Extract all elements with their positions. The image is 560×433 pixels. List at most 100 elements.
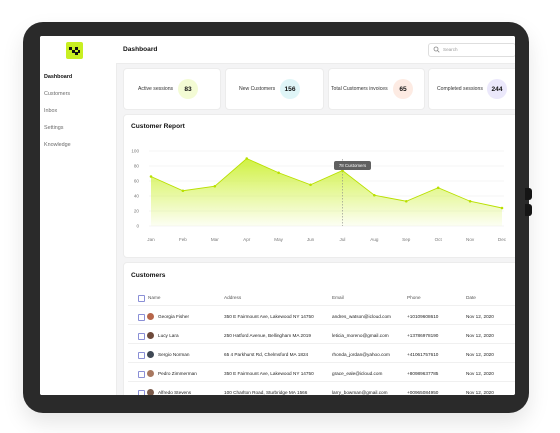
logo-icon — [69, 47, 80, 55]
chart-point — [181, 189, 185, 193]
report-title: Customer Report — [131, 123, 185, 130]
customer-email: andres_watson@icloud.com — [332, 314, 391, 319]
customer-phone: +41061757610 — [407, 352, 439, 357]
y-tick-label: 100 — [131, 149, 139, 154]
column-header-phone[interactable]: Phone — [407, 295, 421, 300]
x-tick-label: May — [274, 237, 283, 242]
customer-date: Nov 12, 2020 — [466, 333, 494, 338]
stat-card-new-customers: New Customers 156 — [225, 68, 324, 110]
x-tick-label: Jul — [340, 237, 346, 242]
header-divider — [128, 305, 515, 306]
row-divider — [128, 343, 515, 344]
column-header-date[interactable]: Date — [466, 295, 476, 300]
search-box[interactable] — [428, 43, 515, 57]
search-input[interactable] — [443, 45, 509, 54]
row-checkbox[interactable] — [138, 352, 145, 359]
chart-point — [436, 186, 440, 190]
chart-point — [468, 199, 472, 203]
x-tick-label: Feb — [179, 237, 187, 242]
chart-point — [277, 171, 280, 175]
row-checkbox[interactable] — [138, 371, 145, 378]
customer-date: Nov 12, 2020 — [466, 390, 494, 395]
stat-label: Active sessions — [138, 86, 174, 92]
stat-value: 244 — [487, 79, 507, 99]
x-tick-label: Mar — [211, 237, 219, 242]
search-icon — [433, 46, 440, 53]
avatar — [147, 389, 154, 395]
customer-name: Pedro Zimmerman — [158, 371, 197, 376]
stat-label: New Customers — [239, 86, 276, 92]
customer-phone: +80989637785 — [407, 371, 439, 376]
sidebar-item-settings[interactable]: Settings — [44, 125, 64, 131]
customer-address: 250 Hatford Avenue, Bellingham MA 2019 — [224, 333, 311, 338]
customers-panel: Customers Name Address Email Phone Date … — [123, 262, 515, 395]
chart-point — [500, 206, 504, 210]
customer-address: 65 4 Parkhurst Rd, Chelmsford MA 1824 — [224, 352, 309, 357]
x-tick-label: Sep — [402, 237, 411, 242]
tablet-side-button — [525, 204, 532, 216]
y-tick-label: 60 — [134, 179, 140, 184]
customer-name: Sergio Norman — [158, 352, 190, 357]
customer-email: rhonda_jordan@yahoo.com — [332, 352, 390, 357]
chart-point — [309, 183, 312, 187]
column-header-name[interactable]: Name — [148, 295, 161, 300]
avatar — [147, 332, 154, 339]
chart-tooltip: 78 Customers — [334, 161, 371, 170]
stat-label: Total Customers invoices — [331, 86, 388, 92]
page-title: Dashboard — [123, 46, 158, 53]
sidebar: Dashboard Customers Inbox Settings Knowl… — [40, 36, 117, 395]
y-tick-label: 20 — [134, 209, 140, 214]
customer-email: larry_bowman@gmail.com — [332, 390, 388, 395]
chart-area-fill — [151, 158, 502, 226]
chart-point — [373, 193, 376, 197]
sidebar-item-inbox[interactable]: Inbox — [44, 108, 58, 114]
chart-point — [245, 157, 249, 160]
avatar — [147, 370, 154, 377]
row-checkbox[interactable] — [138, 333, 145, 340]
customers-title: Customers — [131, 272, 166, 279]
x-tick-label: Aug — [370, 237, 379, 242]
select-all-checkbox[interactable] — [138, 295, 145, 302]
x-tick-label: Jun — [307, 237, 315, 242]
chart-point — [213, 184, 217, 188]
customer-email: leticia_moreno@gmail.com — [332, 333, 389, 338]
customer-date: Nov 12, 2020 — [466, 371, 494, 376]
row-divider — [128, 381, 515, 382]
customer-phone: +10109608610 — [407, 314, 439, 319]
stat-value: 65 — [393, 79, 413, 99]
customer-report-chart: Jan Feb Mar Apr May Jun Jul Aug Sep Oct Nov Dec 0 20… — [131, 149, 507, 242]
stat-card-total-invoices: Total Customers invoices 65 — [328, 68, 425, 110]
row-checkbox[interactable] — [138, 390, 145, 395]
chart-point — [404, 199, 408, 203]
top-bar: Dashboard — [116, 36, 515, 64]
tablet-side-button — [525, 188, 532, 200]
x-tick-label: Apr — [243, 237, 251, 242]
x-tick-label: Jan — [147, 237, 155, 242]
app-screen: Dashboard Customers Inbox Settings Knowl… — [40, 36, 515, 395]
customer-phone: +13786978190 — [407, 333, 439, 338]
customer-address: 100 Charlton Road, Sturbridge MA 1566 — [224, 390, 308, 395]
customer-address: 350 E Fairmount Ave, Lakewood NY 14750 — [224, 314, 314, 319]
stat-card-completed-sessions: Completed sessions 244 — [428, 68, 515, 110]
customer-date: Nov 12, 2020 — [466, 352, 494, 357]
app-logo[interactable] — [66, 42, 83, 59]
column-header-address[interactable]: Address — [224, 295, 242, 300]
sidebar-item-customers[interactable]: Customers — [44, 91, 71, 97]
avatar — [147, 313, 154, 320]
customer-date: Nov 12, 2020 — [466, 314, 494, 319]
sidebar-item-knowledge[interactable]: Knowledge — [44, 142, 71, 148]
sidebar-item-dashboard[interactable]: Dashboard — [44, 74, 73, 80]
column-header-email[interactable]: Email — [332, 295, 344, 300]
row-divider — [128, 324, 515, 325]
y-tick-label: 40 — [134, 194, 140, 199]
x-tick-label: Dec — [498, 237, 507, 242]
customer-phone: +00965084950 — [407, 390, 439, 395]
stat-value: 156 — [280, 79, 300, 99]
stat-label: Completed sessions — [437, 86, 483, 92]
customer-name: Lucy Lara — [158, 333, 179, 338]
y-tick-label: 0 — [136, 224, 139, 229]
x-tick-label: Nov — [466, 237, 475, 242]
x-tick-label: Oct — [435, 237, 443, 242]
row-checkbox[interactable] — [138, 314, 145, 321]
avatar — [147, 351, 154, 358]
